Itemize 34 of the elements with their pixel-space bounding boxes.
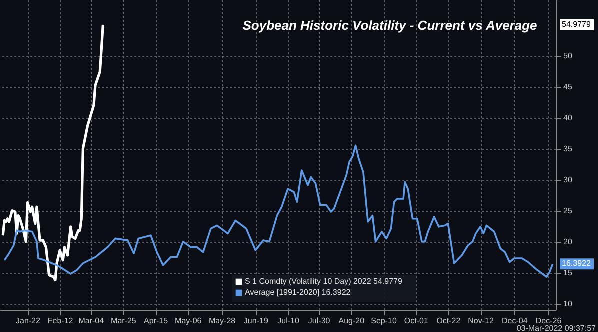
x-tick-label: Jun-19 [244,316,269,326]
y-tick-label: 20 [564,237,573,246]
x-tick-label: May-06 [175,316,202,326]
x-tick-label: Dec-26 [536,316,562,326]
y-tick-label: 25 [564,206,573,216]
y-tick-label: 15 [564,268,573,278]
x-tick-label: Jul-30 [308,316,331,326]
x-tick-label: Mar-25 [111,316,137,326]
x-tick-label: Dec-04 [502,316,528,326]
legend-label: S 1 Comdty (Volatility 10 Day) 2022 54.9779 [245,277,403,286]
x-tick-label: Jul-10 [278,316,300,326]
x-tick-label: Aug-20 [338,316,366,326]
text: 54.9779 [562,20,592,29]
y-tick-label: 50 [564,51,573,60]
x-tick-label: Oct-22 [436,316,462,326]
x-tick-label: Oct-01 [404,316,429,326]
y-tick-label: 35 [564,144,573,154]
y-tick-label: 45 [564,82,573,92]
text: 03-Mar-2022 09:37:57 [516,324,597,332]
text: 16.3922 [562,259,592,268]
x-tick-label: May-28 [208,316,236,326]
line-series [4,144,554,278]
x-tick-label: Mar-04 [78,316,105,326]
x-tick-label: Apr-15 [144,316,169,326]
legend-label: Average [1991-2020] 16.3922 [245,288,352,297]
y-tick-label: 10 [564,299,573,308]
x-tick-label: Nov-12 [468,316,494,326]
x-tick-label: Feb-12 [48,316,74,326]
text: Soybean Historic Volatility - Current vs Average [242,18,538,33]
x-tick-label: Sep-10 [371,316,398,326]
y-tick-label: 40 [564,113,573,122]
line-series [2,24,104,282]
x-tick-label: Jan-22 [16,316,41,326]
y-tick-label: 30 [564,175,573,184]
